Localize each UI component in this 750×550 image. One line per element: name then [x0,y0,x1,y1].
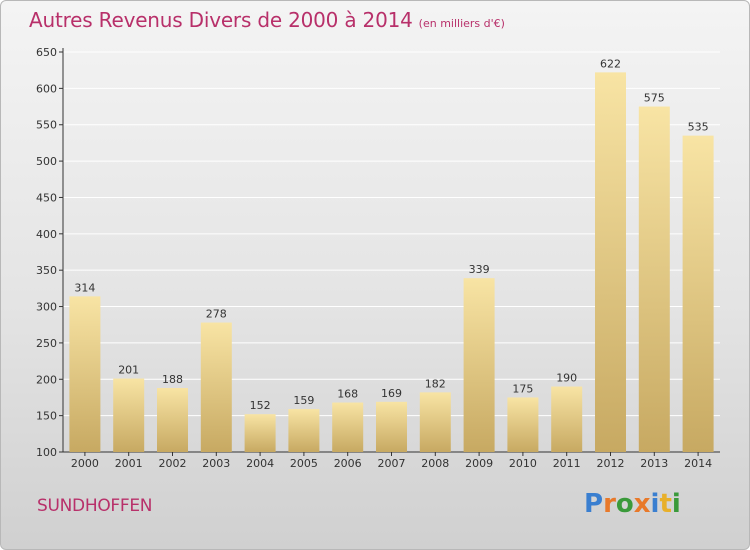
y-tick-labels: 100 150 200 250 300 350 400 450 500 550 600 650 [36,46,57,459]
y-tick-label: 550 [36,119,57,132]
bar [419,392,451,452]
x-tick-label: 2009 [465,457,493,470]
y-tick-label: 200 [36,373,57,386]
data-label: 169 [381,387,402,400]
y-tick-label: 150 [36,410,57,423]
place-name: SUNDHOFFEN [37,496,153,516]
y-tick-label: 250 [36,337,57,350]
y-tick-label: 650 [36,46,57,59]
bar [376,401,407,452]
x-tick-label: 2008 [421,457,449,470]
x-tick-label: 2014 [684,457,712,470]
data-label: 152 [250,399,271,412]
bar [595,72,626,452]
x-tick-label: 2004 [246,457,274,470]
data-label: 168 [337,388,358,401]
y-tick-label: 400 [36,228,57,241]
y-tick-label: 100 [36,446,57,459]
y-tick-label: 600 [36,82,57,95]
chart-subtitle: (en milliers d'€) [418,17,505,30]
logo-letter: x [633,489,651,519]
logo-letter: i [671,489,681,519]
data-label: 535 [688,121,709,134]
y-tick-label: 300 [36,301,57,314]
proxiti-logo: Proxiti [584,489,681,519]
logo-letter: o [615,489,634,519]
data-label: 188 [162,373,183,386]
x-tick-label: 2011 [553,457,581,470]
data-label: 190 [556,372,577,385]
x-tick-label: 2013 [640,457,668,470]
logo-letter: P [584,489,604,519]
x-tick-label: 2007 [378,457,406,470]
y-tick-label: 500 [36,155,57,168]
data-label: 159 [293,394,314,407]
data-labels: 314 201 188 278 152 159 168 169 182 339 175 190 622 5… [74,57,708,412]
x-tick-label: 2003 [202,457,230,470]
bar [69,296,101,452]
bar [507,397,539,452]
data-label: 339 [469,263,490,276]
x-tick-label: 2002 [159,457,187,470]
bar [463,278,495,452]
bars [69,72,714,453]
data-label: 314 [74,281,95,294]
logo-letter: i [650,489,660,519]
data-label: 175 [512,382,533,395]
bar [157,388,188,452]
bar [682,135,714,453]
bar [200,322,232,452]
y-tick-label: 350 [36,264,57,277]
x-tick-label: 2010 [509,457,537,470]
x-tick-label: 2012 [597,457,625,470]
logo-letter: t [659,489,672,519]
x-tick-label: 2006 [334,457,362,470]
bar [113,378,145,452]
bar [551,386,583,452]
x-tick-label: 2001 [115,457,143,470]
chart-title: Autres Revenus Divers de 2000 à 2014 (en … [29,8,505,32]
bar [244,414,276,452]
x-tick-label: 2000 [71,457,99,470]
x-tick-label: 2005 [290,457,318,470]
bar [638,106,670,452]
data-label: 278 [206,308,227,321]
data-label: 201 [118,364,139,377]
chart-title-main: Autres Revenus Divers de 2000 à 2014 [29,8,413,32]
data-label: 622 [600,57,621,70]
x-tick-labels: 2000 2001 2002 2003 2004 2005 2006 2007 2008 2009… [71,457,712,470]
logo-letter: r [603,489,616,519]
bar [288,409,320,452]
data-label: 182 [425,377,446,390]
data-label: 575 [644,92,665,105]
y-tick-label: 450 [36,191,57,204]
bar [332,402,364,452]
